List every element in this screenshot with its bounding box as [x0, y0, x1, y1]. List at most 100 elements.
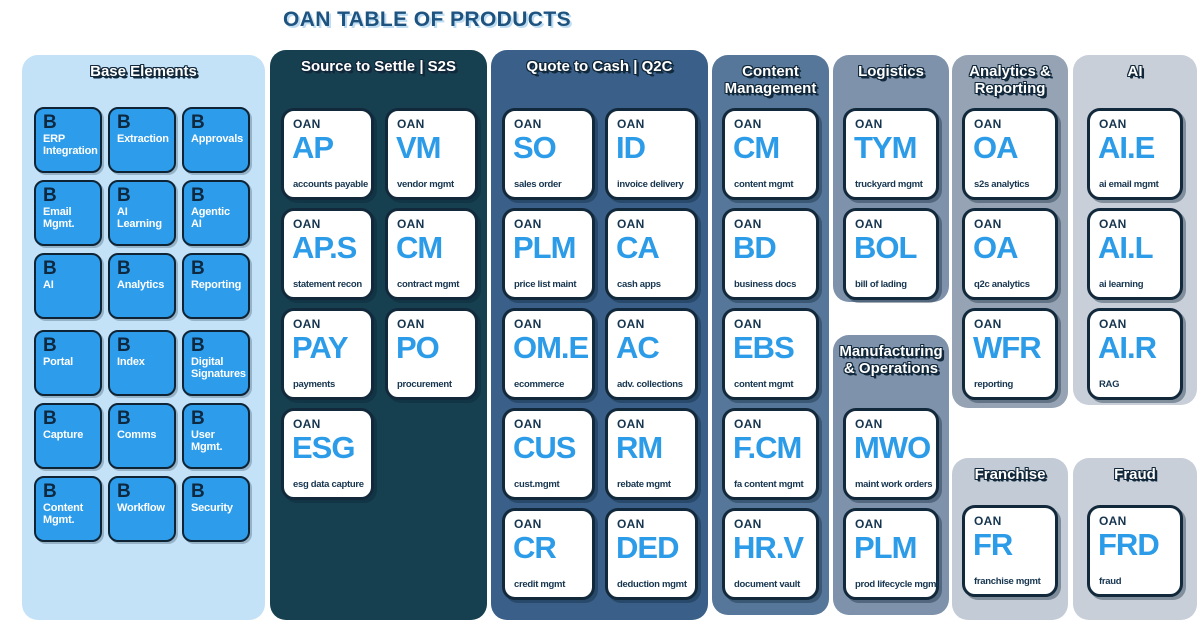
product-brand: OAN — [974, 317, 1002, 331]
panel-base-elements: Base Elements B ERP Integration B Extraction… — [22, 55, 265, 620]
product-code: BD — [733, 230, 777, 265]
element-symbol: B — [43, 185, 57, 206]
product-brand: OAN — [1099, 514, 1127, 528]
tile-ai-ai-r: OAN AI.R RAG — [1087, 308, 1183, 400]
product-brand: OAN — [734, 317, 762, 331]
tile-s2s-pay: OAN PAY payments — [281, 308, 374, 400]
product-code: OA — [973, 230, 1018, 265]
element-symbol: B — [43, 481, 57, 502]
product-label: adv. collections — [617, 379, 683, 390]
panel-header-franchise: Franchise — [974, 466, 1046, 483]
product-brand: OAN — [617, 117, 645, 131]
product-label: prod lifecycle mgmt — [855, 579, 940, 590]
panel-header-s2s: Source to Settle | S2S — [300, 58, 457, 75]
element-symbol: B — [191, 258, 205, 279]
tile-logistics-tym: OAN TYM truckyard mgmt — [843, 108, 939, 200]
tile-content-management-cm: OAN CM content mgmt — [722, 108, 819, 200]
element-label: Security — [191, 502, 233, 514]
tile-analytics-reporting-wfr: OAN WFR reporting — [962, 308, 1058, 400]
product-code: AI.E — [1098, 130, 1155, 165]
product-brand: OAN — [617, 217, 645, 231]
element-label: Analytics — [117, 279, 165, 291]
tile-q2c-cus: OAN CUS cust.mgmt — [502, 408, 595, 500]
product-brand: OAN — [397, 217, 425, 231]
tile-q2c-id: OAN ID invoice delivery — [605, 108, 698, 200]
product-code: CM — [396, 230, 443, 265]
product-brand: OAN — [293, 417, 321, 431]
product-label: procurement — [397, 379, 452, 390]
tile-base-agentic-ai: B Agentic AI — [182, 180, 250, 246]
element-label: AI Learning — [117, 206, 162, 230]
element-label: Agentic AI — [191, 206, 230, 230]
tile-manufacturing-operations-mwo: OAN MWO maint work orders — [843, 408, 939, 500]
product-label: ai email mgmt — [1099, 179, 1159, 190]
product-label: franchise mgmt — [974, 576, 1041, 587]
tile-base-approvals: B Approvals — [182, 107, 250, 173]
product-label: statement recon — [293, 279, 362, 290]
product-label: sales order — [514, 179, 562, 190]
product-brand: OAN — [855, 517, 883, 531]
product-code: AC — [616, 330, 660, 365]
product-code: CUS — [513, 430, 576, 465]
product-code: AP — [292, 130, 334, 165]
product-label: price list maint — [514, 279, 577, 290]
product-label: fa content mgmt — [734, 479, 804, 490]
product-label: rebate mgmt — [617, 479, 671, 490]
product-code: AI.L — [1098, 230, 1154, 265]
element-label: Content Mgmt. — [43, 502, 84, 526]
product-code: ESG — [292, 430, 355, 465]
element-label: AI — [43, 279, 54, 291]
product-brand: OAN — [514, 117, 542, 131]
product-code: F.CM — [733, 430, 802, 465]
tile-s2s-cm: OAN CM contract mgmt — [385, 208, 478, 300]
product-code: CA — [616, 230, 660, 265]
product-code: OA — [973, 130, 1018, 165]
tile-s2s-po: OAN PO procurement — [385, 308, 478, 400]
panel-header-logistics: Logistics — [858, 63, 924, 80]
product-brand: OAN — [617, 317, 645, 331]
panel-analytics-reporting: Analytics & Reporting OAN OA s2s analytics O… — [952, 55, 1068, 408]
product-label: contract mgmt — [397, 279, 460, 290]
tile-base-analytics: B Analytics — [108, 253, 176, 319]
panel-ai: AI OAN AI.E ai email mgmt OAN AI.L ai learning… — [1073, 55, 1197, 405]
product-brand: OAN — [855, 417, 883, 431]
tile-logistics-bol: OAN BOL bill of lading — [843, 208, 939, 300]
product-code: AI.R — [1098, 330, 1157, 365]
product-brand: OAN — [974, 217, 1002, 231]
element-symbol: B — [191, 408, 205, 429]
product-label: credit mgmt — [514, 579, 566, 590]
product-code: BOL — [854, 230, 917, 265]
tile-base-ai-learning: B AI Learning — [108, 180, 176, 246]
product-code: PAY — [292, 330, 349, 365]
tile-base-security: B Security — [182, 476, 250, 542]
panel-q2c: Quote to Cash | Q2C OAN SO sales order OAN ID… — [491, 50, 708, 620]
panel-fraud: Fraud OAN FRD fraud — [1073, 458, 1197, 620]
panel-header-manufacturing-operations: Manufacturing & Operations — [839, 343, 943, 377]
product-label: invoice delivery — [617, 179, 684, 190]
element-symbol: B — [117, 112, 131, 133]
element-symbol: B — [43, 258, 57, 279]
panel-manufacturing-operations: Manufacturing & Operations OAN MWO maint wo… — [833, 335, 949, 615]
element-symbol: B — [191, 185, 205, 206]
product-brand: OAN — [1099, 317, 1127, 331]
tile-s2s-vm: OAN VM vendor mgmt — [385, 108, 478, 200]
tile-base-extraction: B Extraction — [108, 107, 176, 173]
element-symbol: B — [117, 335, 131, 356]
tile-base-comms: B Comms — [108, 403, 176, 469]
tile-s2s-ap: OAN AP accounts payable — [281, 108, 374, 200]
product-brand: OAN — [1099, 117, 1127, 131]
tile-content-management-ebs: OAN EBS content mgmt — [722, 308, 819, 400]
tile-base-workflow: B Workflow — [108, 476, 176, 542]
product-brand: OAN — [617, 417, 645, 431]
product-label: business docs — [734, 279, 797, 290]
product-code: OM.E — [513, 330, 589, 365]
element-label: Capture — [43, 429, 84, 441]
element-symbol: B — [191, 112, 205, 133]
product-label: cash apps — [617, 279, 661, 290]
product-code: FR — [973, 527, 1013, 562]
tile-q2c-plm: OAN PLM price list maint — [502, 208, 595, 300]
tile-q2c-cr: OAN CR credit mgmt — [502, 508, 595, 600]
tile-q2c-ac: OAN AC adv. collections — [605, 308, 698, 400]
product-code: CR — [513, 530, 557, 565]
